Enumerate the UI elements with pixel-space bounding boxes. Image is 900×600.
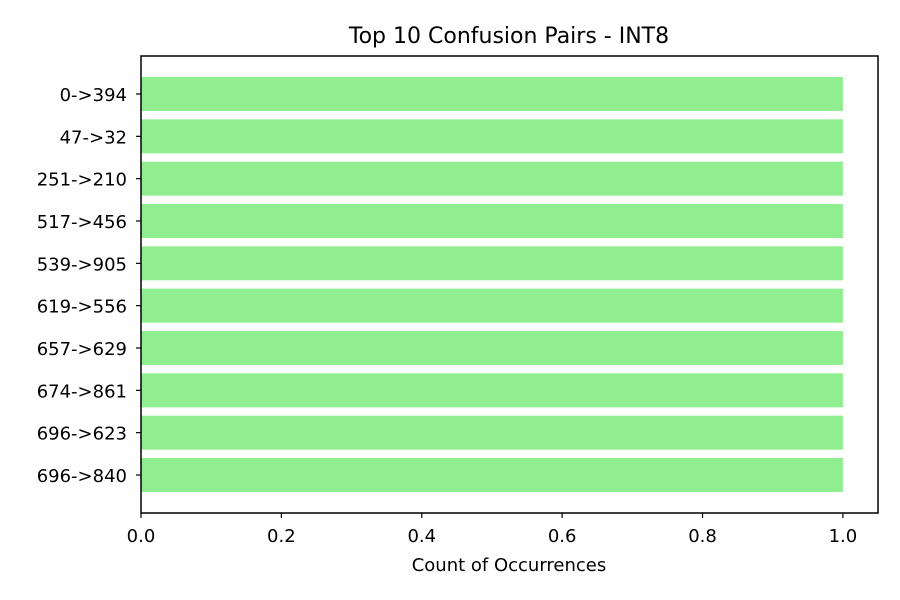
y-tick-label: 0->394 bbox=[60, 85, 127, 106]
x-ticks-group: 0.0 0.2 0.4 0.6 0.8 1.0 bbox=[127, 513, 858, 547]
bars-group bbox=[141, 77, 843, 492]
y-tick-label: 657->629 bbox=[37, 339, 127, 360]
y-tick-label: 696->840 bbox=[37, 466, 127, 487]
bar-0->394 bbox=[141, 77, 843, 111]
y-tick-label: 696->623 bbox=[37, 424, 127, 445]
x-tick-label: 0.8 bbox=[688, 526, 717, 547]
bar-517->456 bbox=[141, 204, 843, 238]
x-tick-label: 0.4 bbox=[407, 526, 436, 547]
bar-539->905 bbox=[141, 246, 843, 281]
x-tick-label: 0.6 bbox=[548, 526, 577, 547]
bar-674->861 bbox=[141, 373, 843, 408]
y-tick-label: 47->32 bbox=[60, 127, 127, 148]
y-tick-label: 517->456 bbox=[37, 212, 127, 233]
plot-frame bbox=[140, 55, 879, 514]
bar-696->623 bbox=[141, 415, 843, 450]
bar-619->556 bbox=[141, 288, 843, 323]
x-tick-label: 0.0 bbox=[127, 526, 156, 547]
bar-47->32 bbox=[141, 119, 843, 154]
bar-696->840 bbox=[141, 458, 843, 492]
chart-title: Top 10 Confusion Pairs - INT8 bbox=[348, 24, 669, 49]
x-axis-label: Count of Occurrences bbox=[412, 555, 607, 576]
bar-657->629 bbox=[141, 331, 843, 365]
x-tick-label: 0.2 bbox=[267, 526, 296, 547]
y-ticks-group: 0->394 47->32 251->210 517->456 539->905 619-… bbox=[37, 85, 141, 487]
bar-251->210 bbox=[141, 161, 843, 196]
y-tick-label: 251->210 bbox=[37, 170, 127, 191]
y-tick-label: 539->905 bbox=[37, 254, 127, 275]
y-tick-label: 619->556 bbox=[37, 297, 127, 318]
x-tick-label: 1.0 bbox=[829, 526, 858, 547]
y-tick-label: 674->861 bbox=[37, 381, 127, 402]
